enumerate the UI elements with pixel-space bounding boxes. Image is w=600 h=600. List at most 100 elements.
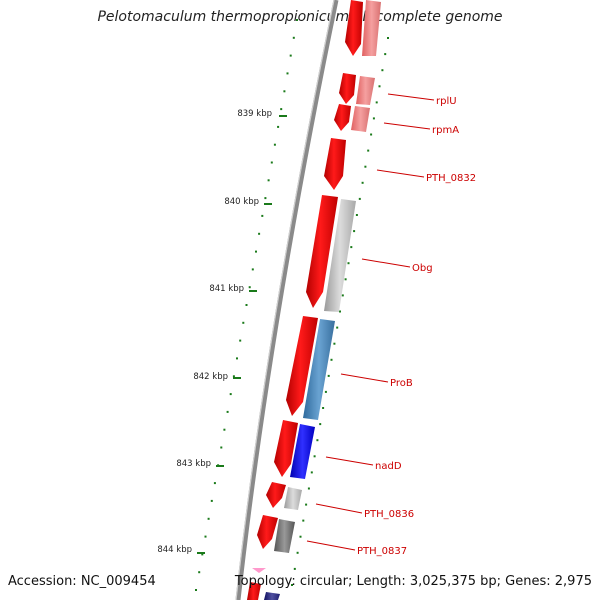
cds-feature[interactable] xyxy=(339,73,356,104)
track-dot xyxy=(341,294,344,297)
track-dot xyxy=(305,503,308,506)
track-dot xyxy=(302,519,305,522)
scale-label-844: 844 kbp xyxy=(157,545,192,555)
gene-label-leaders xyxy=(306,93,435,551)
track-dot xyxy=(319,423,322,426)
gene-labels: rplU rpmA PTH_0832 Obg ProB nadD PTH_083… xyxy=(357,96,476,557)
track-dot xyxy=(364,165,367,168)
track-dot xyxy=(322,407,325,409)
track-dot xyxy=(255,250,257,253)
track-dot xyxy=(232,375,235,378)
feature-block[interactable] xyxy=(356,76,375,105)
gene-label-Obg[interactable]: Obg xyxy=(412,263,433,274)
track-dot xyxy=(201,553,204,556)
gene-label-rpmA[interactable]: rpmA xyxy=(432,125,459,136)
scale-label-840: 840 kbp xyxy=(224,197,259,207)
genome-backbone-highlight xyxy=(235,0,335,600)
cds-feature[interactable] xyxy=(257,515,278,549)
gene-label-rplU[interactable]: rplU xyxy=(436,96,457,107)
track-dot xyxy=(248,286,251,289)
track-dot xyxy=(210,499,213,502)
track-dot xyxy=(251,268,254,271)
feature-block[interactable] xyxy=(0,0,1,1)
track-dot xyxy=(339,310,341,313)
track-dot xyxy=(273,143,276,146)
track-dot xyxy=(289,54,292,57)
track-dot xyxy=(261,214,264,217)
feature-block[interactable] xyxy=(290,424,315,479)
gene-label-nadD[interactable]: nadD xyxy=(375,461,402,472)
track-dot xyxy=(310,471,313,474)
track-dot xyxy=(324,390,327,393)
genome-backbone xyxy=(235,0,339,600)
track-dot xyxy=(258,232,261,235)
scale-label-841: 841 kbp xyxy=(209,284,244,294)
gene-label-PTH_0837[interactable]: PTH_0837 xyxy=(357,546,407,557)
track-dot xyxy=(283,90,286,93)
track-dot xyxy=(344,278,347,281)
track-dot xyxy=(367,149,370,152)
cds-feature[interactable] xyxy=(266,482,286,508)
cds-feature[interactable] xyxy=(324,138,346,190)
feature-block[interactable] xyxy=(324,199,356,312)
feature-block[interactable] xyxy=(284,487,302,510)
track-dot xyxy=(264,197,267,200)
track-dot xyxy=(267,179,270,182)
track-dot xyxy=(277,125,280,128)
track-dot xyxy=(355,214,358,216)
track-dot xyxy=(229,393,232,396)
track-dot xyxy=(384,53,387,56)
track-dot xyxy=(242,321,245,324)
cds-track xyxy=(247,0,363,600)
gene-label-PTH_0836[interactable]: PTH_0836 xyxy=(364,509,414,520)
track-dot xyxy=(358,197,361,200)
cds-feature[interactable] xyxy=(306,195,338,308)
track-dot xyxy=(330,358,333,361)
track-dot xyxy=(292,36,295,39)
track-dot xyxy=(280,108,283,111)
feature-block[interactable] xyxy=(264,592,280,600)
track-dot xyxy=(347,262,350,265)
feature-block[interactable] xyxy=(351,106,370,132)
accession-label: Accession: NC_009454 xyxy=(8,574,156,589)
track-dot xyxy=(370,133,373,136)
cds-feature[interactable] xyxy=(286,316,318,416)
track-dot xyxy=(296,551,299,554)
feature-block[interactable] xyxy=(252,568,266,573)
feature-block[interactable] xyxy=(303,319,335,420)
track-dot xyxy=(350,246,353,249)
map-title: Pelotomaculum thermopropionicum SI, comp… xyxy=(97,9,503,25)
cds-feature[interactable] xyxy=(274,420,298,477)
feature-track xyxy=(0,0,381,600)
track-dot xyxy=(296,19,298,21)
cds-feature[interactable] xyxy=(345,0,363,56)
track-dot xyxy=(220,446,223,449)
feature-block[interactable] xyxy=(274,519,295,553)
track-dot xyxy=(236,357,238,360)
scale-label-839: 839 kbp xyxy=(237,109,272,119)
track-dot xyxy=(336,326,339,329)
track-dot xyxy=(378,85,381,88)
track-dot xyxy=(226,410,229,413)
track-dot xyxy=(387,37,389,39)
track-dot xyxy=(198,571,201,574)
cds-feature[interactable] xyxy=(334,104,351,131)
track-dot xyxy=(327,374,330,377)
gene-label-PTH_0832[interactable]: PTH_0832 xyxy=(426,173,476,184)
ruler-dots xyxy=(195,19,298,591)
track-dot xyxy=(245,304,248,306)
track-dot xyxy=(291,584,293,586)
track-dot xyxy=(239,339,242,342)
track-dot xyxy=(353,230,356,233)
track-dot xyxy=(333,342,336,345)
track-dot xyxy=(293,567,296,570)
track-dot xyxy=(286,72,289,75)
track-dot xyxy=(299,535,302,538)
track-dot xyxy=(223,428,226,431)
gene-label-ProB[interactable]: ProB xyxy=(390,378,413,389)
track-dot xyxy=(372,117,375,120)
cds-feature[interactable] xyxy=(247,582,261,600)
feature-block[interactable] xyxy=(362,0,381,56)
